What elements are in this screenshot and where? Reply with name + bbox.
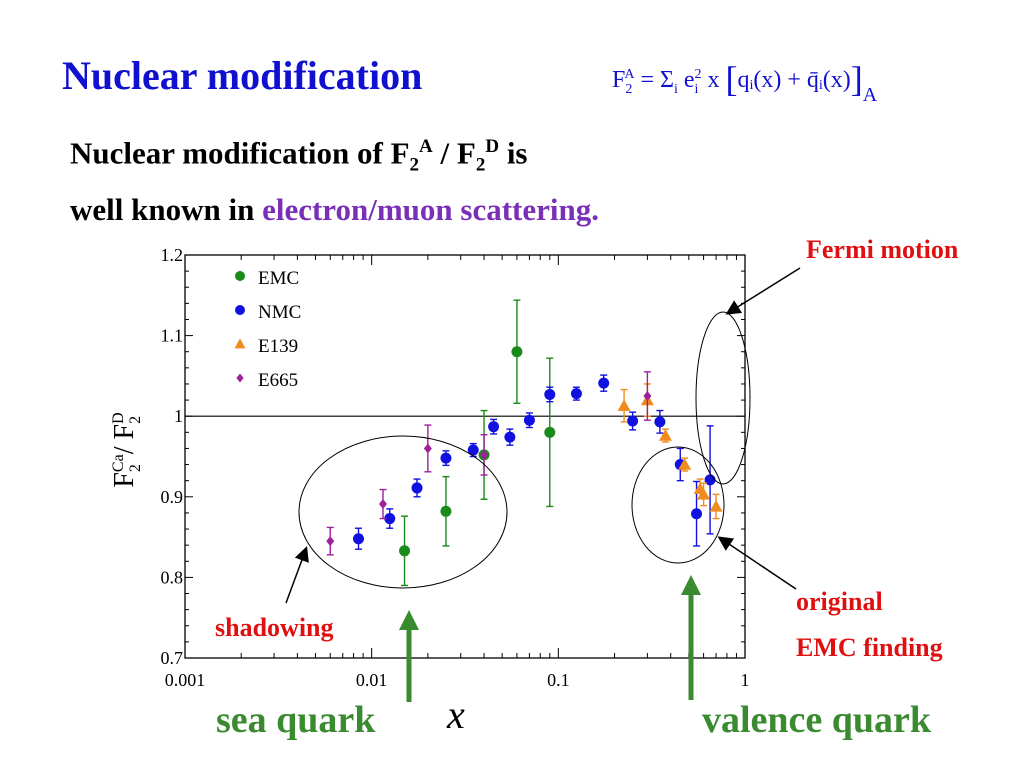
- y-tick-label: 1.1: [161, 326, 184, 346]
- x-axis-label: x: [446, 692, 465, 737]
- series-e665: [326, 371, 652, 556]
- y-axis-label: F2Ca/ F2D: [109, 412, 144, 487]
- y-tick-label: 1: [174, 406, 183, 426]
- fermi-motion-arrow: [725, 267, 801, 315]
- y-tick-label: 0.9: [161, 487, 184, 507]
- data-point-e665: [423, 443, 432, 454]
- legend-label-e665: E665: [258, 370, 298, 391]
- original-label: original: [796, 587, 883, 616]
- emc-finding-label: EMC finding: [796, 633, 943, 662]
- data-point-e139: [697, 487, 711, 500]
- emc-ellipse: [631, 446, 725, 564]
- emc-finding-arrow: [717, 536, 797, 590]
- legend-marker-nmc: [235, 305, 245, 315]
- data-point-nmc: [691, 508, 703, 520]
- data-point-emc: [399, 545, 411, 557]
- data-point-nmc: [598, 377, 610, 389]
- series-emc: [399, 299, 556, 587]
- legend: EMC NMC E139 E665: [234, 268, 301, 391]
- shadowing-arrow: [285, 546, 309, 604]
- y-tick-label: 0.8: [161, 567, 184, 587]
- structure-function-formula: F2A = Σi ei2 x [qᵢ(x) + q̄ᵢ(x)]A: [612, 59, 878, 106]
- x-tick-label: 0.01: [356, 670, 388, 690]
- data-point-e665: [643, 391, 652, 402]
- data-series-group: [326, 299, 723, 587]
- x-tick-label: 0.1: [547, 670, 570, 690]
- legend-marker-emc: [235, 271, 245, 281]
- legend-label-e139: E139: [258, 336, 298, 357]
- legend-marker-e665: [236, 373, 244, 383]
- x-tick-label: 0.001: [165, 670, 206, 690]
- subtitle-line-2: well known in electron/muon scattering.: [70, 191, 600, 227]
- series-e139: [617, 383, 723, 520]
- plot-area: 0.70.80.911.11.20.001 0.01 0.1 1EMCNMCE139E…: [161, 245, 750, 690]
- series-nmc: [352, 374, 716, 550]
- data-point-e139: [678, 458, 692, 470]
- subtitle: Nuclear modification of F2A / F2D is wel…: [70, 125, 599, 232]
- data-point-e665: [326, 536, 335, 547]
- shadowing-ellipse: [298, 435, 508, 589]
- data-point-e139: [617, 399, 631, 411]
- data-point-nmc: [440, 452, 452, 464]
- data-point-nmc: [384, 513, 396, 525]
- data-point-nmc: [467, 444, 479, 456]
- y-tick-label: 1.2: [161, 245, 184, 265]
- data-point-nmc: [488, 421, 500, 433]
- subtitle-line-1: Nuclear modification of F2A / F2D is: [70, 135, 528, 176]
- data-point-e665: [480, 449, 489, 460]
- shadowing-label: shadowing: [215, 613, 334, 642]
- slide-title: Nuclear modification: [62, 53, 423, 98]
- data-point-emc: [511, 346, 523, 358]
- data-point-nmc: [411, 482, 423, 494]
- data-point-nmc: [352, 533, 364, 545]
- plot-frame: [184, 254, 746, 659]
- x-tick-label: 1: [741, 670, 750, 690]
- fermi-ellipse: [695, 311, 751, 485]
- data-point-nmc: [627, 415, 639, 427]
- data-point-nmc: [544, 388, 556, 400]
- data-point-nmc: [504, 431, 516, 443]
- data-point-e139: [709, 499, 723, 512]
- fermi-motion-label: Fermi motion: [806, 235, 959, 264]
- legend-label-nmc: NMC: [258, 302, 301, 323]
- data-point-e665: [378, 499, 387, 510]
- data-point-e139: [658, 429, 672, 441]
- data-point-emc: [440, 505, 452, 517]
- data-point-nmc: [704, 474, 716, 486]
- data-point-emc: [544, 426, 556, 438]
- legend-label-emc: EMC: [258, 268, 299, 289]
- legend-marker-e139: [234, 338, 246, 349]
- data-point-nmc: [570, 388, 582, 400]
- data-point-nmc: [654, 416, 666, 428]
- y-tick-label: 0.7: [161, 648, 184, 668]
- data-point-nmc: [523, 414, 535, 426]
- sea-quark-label: sea quark: [216, 699, 376, 741]
- valence-quark-label: valence quark: [702, 699, 932, 741]
